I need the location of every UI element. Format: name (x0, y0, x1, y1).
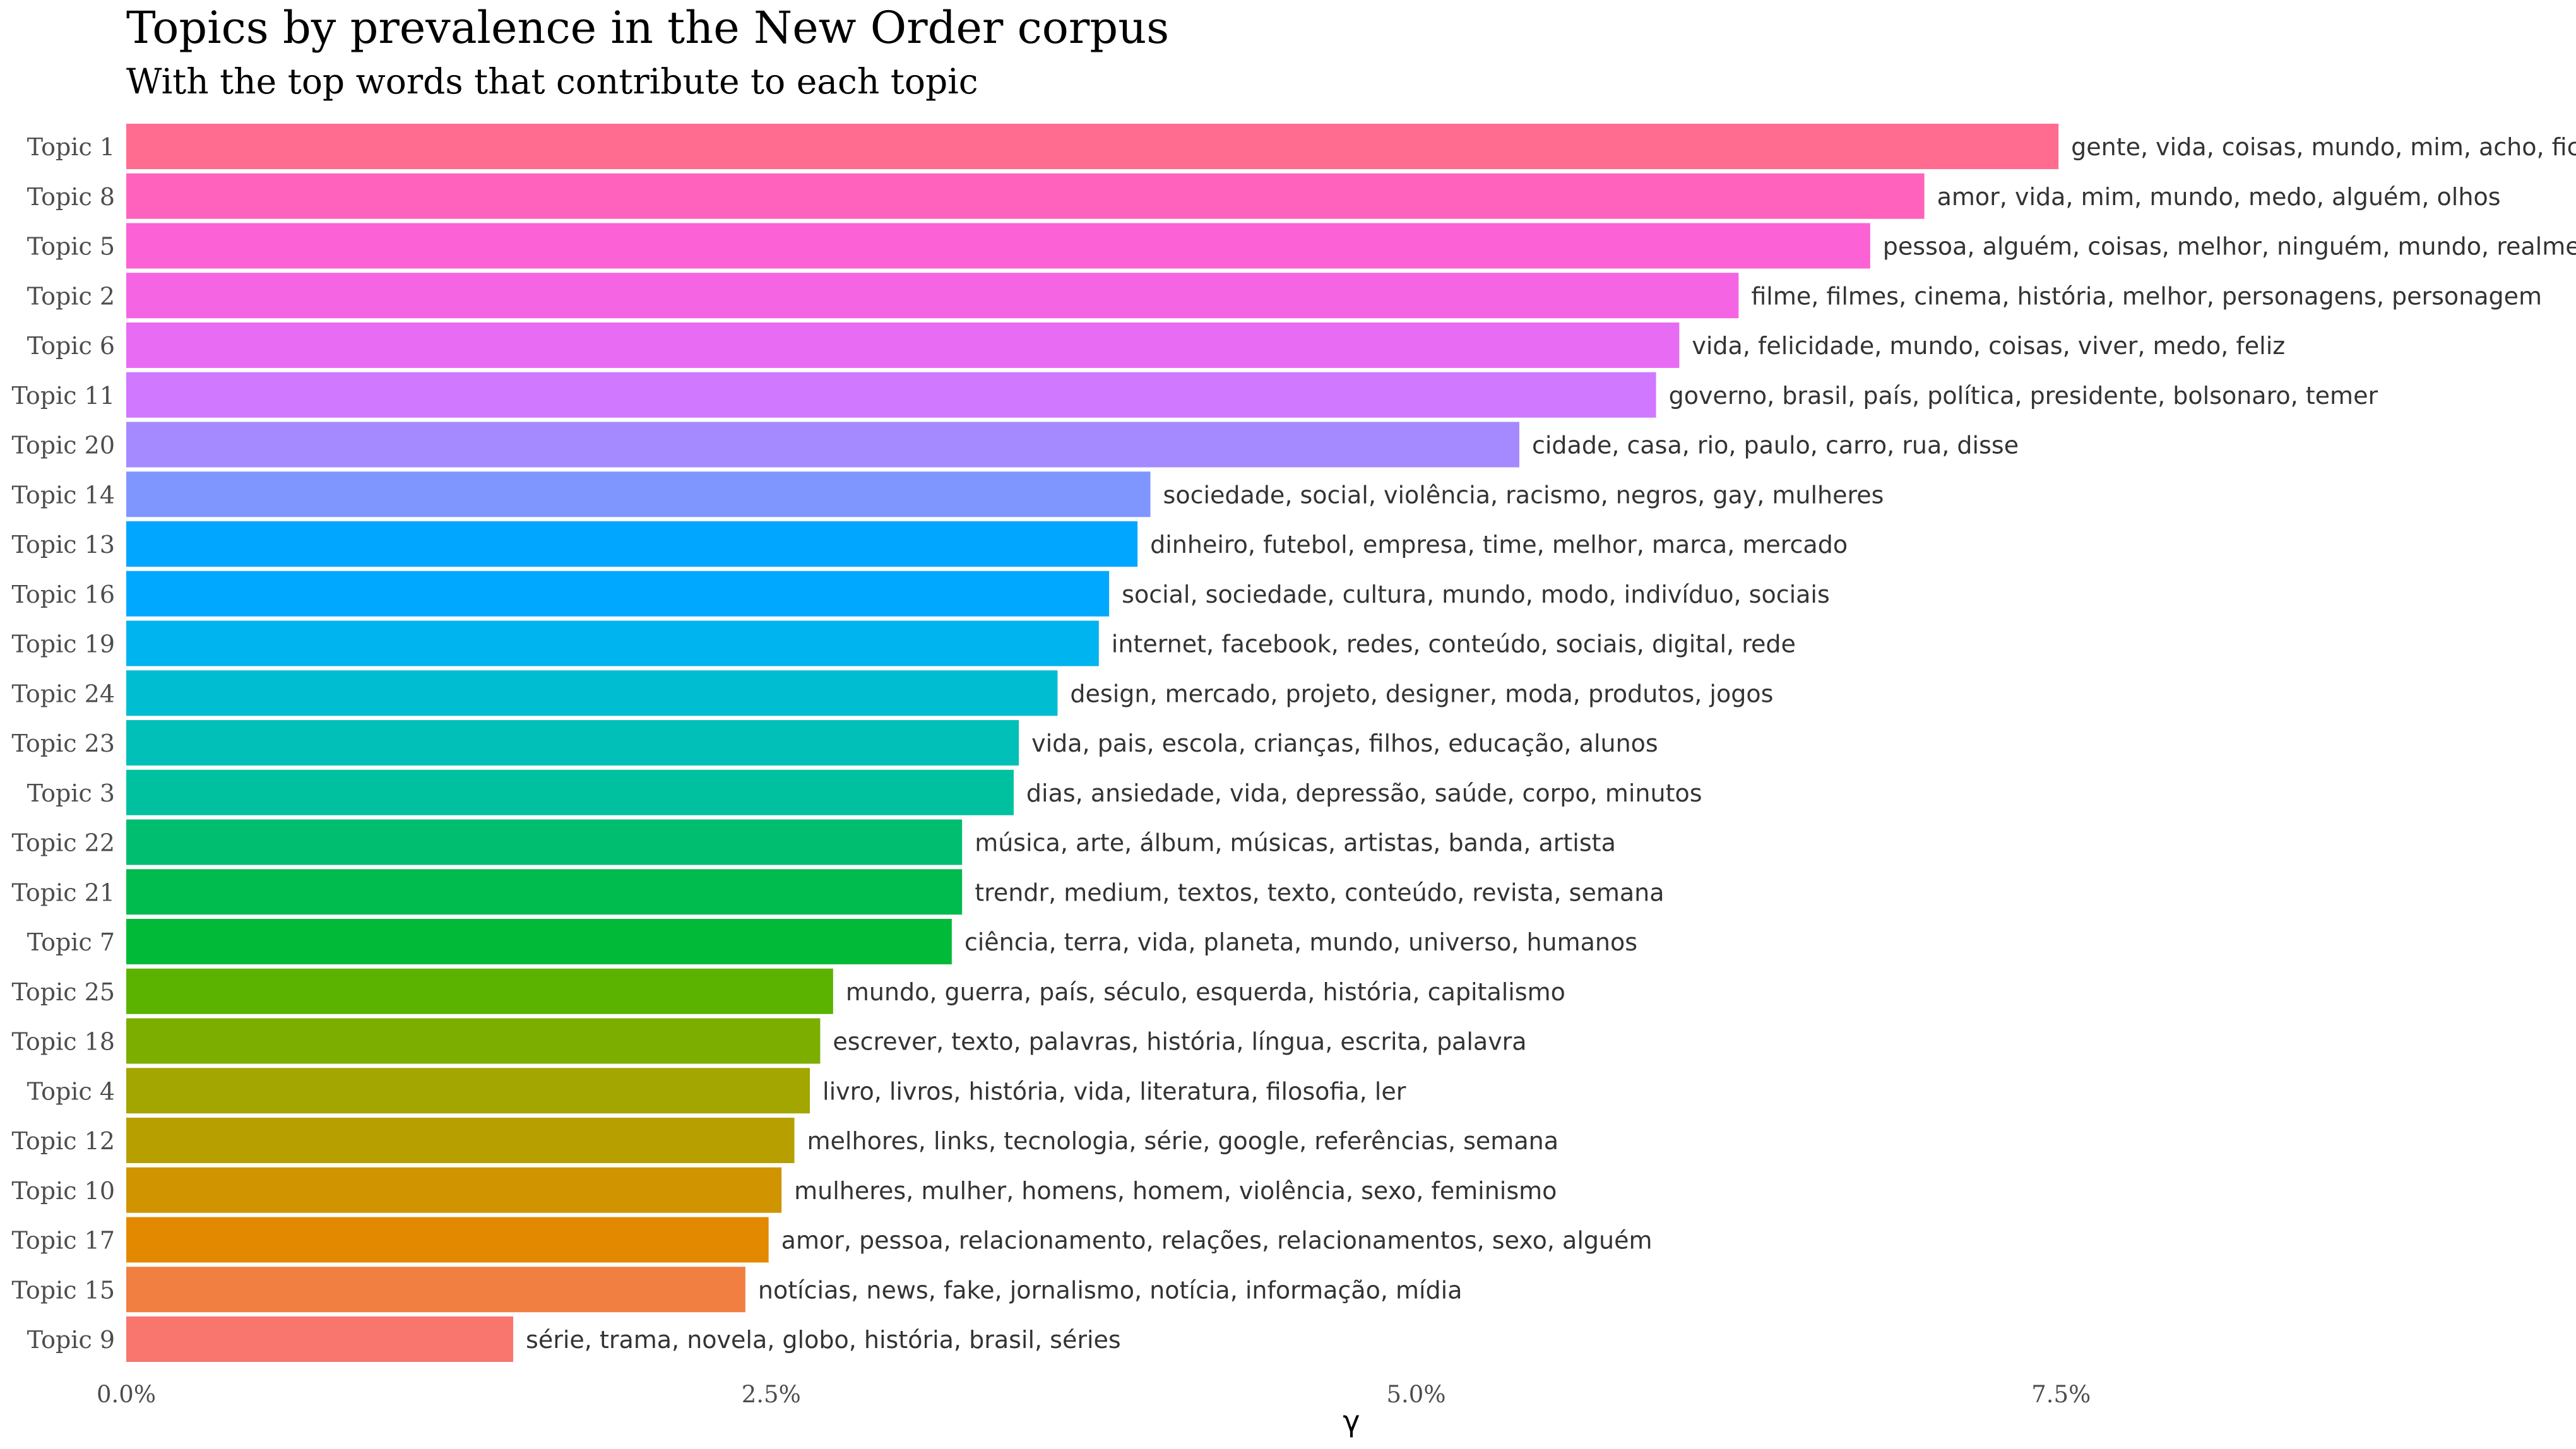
category-label: Topic 22 (12, 829, 115, 857)
word-labels: gente, vida, coisas, mundo, mim, acho, f… (526, 133, 2576, 1354)
bar-topic-4 (126, 1068, 810, 1114)
x-tick-label: 5.0% (1387, 1381, 1446, 1408)
topic-words-label: amor, vida, mim, mundo, medo, alguém, ol… (1937, 183, 2501, 211)
bar-topic-9 (126, 1316, 514, 1362)
category-label: Topic 5 (27, 233, 115, 261)
topic-words-label: filme, filmes, cinema, história, melhor,… (1751, 282, 2542, 310)
category-label: Topic 7 (27, 928, 115, 956)
category-label: Topic 25 (12, 978, 115, 1006)
category-label: Topic 20 (12, 432, 115, 459)
bar-topic-2 (126, 273, 1739, 319)
category-label: Topic 14 (12, 481, 115, 509)
category-labels: Topic 1 Topic 8 Topic 5 Topic 2 Topic 6 Topic… (12, 133, 115, 1354)
category-label: Topic 11 (12, 382, 115, 410)
bar-topic-17 (126, 1217, 769, 1263)
category-label: Topic 12 (12, 1127, 115, 1155)
topic-words-label: design, mercado, projeto, designer, moda… (1070, 680, 1773, 707)
x-axis-label: γ (1343, 1404, 1360, 1438)
topic-words-label: internet, facebook, redes, conteúdo, soc… (1112, 630, 1796, 658)
bar-topic-12 (126, 1118, 795, 1163)
topic-words-label: pessoa, alguém, coisas, melhor, ninguém,… (1883, 233, 2576, 261)
bar-topic-13 (126, 521, 1138, 567)
topic-words-label: gente, vida, coisas, mundo, mim, acho, f… (2071, 133, 2576, 161)
category-label: Topic 2 (27, 282, 115, 310)
bar-topic-3 (126, 769, 1014, 815)
topic-words-label: livro, livros, história, vida, literatur… (822, 1077, 1406, 1105)
topic-words-label: trendr, medium, textos, texto, conteúdo,… (975, 878, 1664, 906)
topic-words-label: ciência, terra, vida, planeta, mundo, un… (965, 928, 1637, 956)
category-label: Topic 16 (12, 581, 115, 608)
topic-words-label: música, arte, álbum, músicas, artistas, … (975, 829, 1616, 857)
topic-words-label: mulheres, mulher, homens, homem, violênc… (794, 1177, 1557, 1205)
bar-topic-16 (126, 571, 1110, 617)
bar-topic-7 (126, 919, 952, 964)
bars (126, 124, 2059, 1362)
bar-topic-15 (126, 1267, 745, 1313)
topic-words-label: série, trama, novela, globo, história, b… (526, 1326, 1121, 1354)
category-label: Topic 10 (12, 1177, 115, 1205)
topic-words-label: mundo, guerra, país, século, esquerda, h… (846, 978, 1565, 1006)
x-axis-ticks: 0.0% 2.5% 5.0% 7.5% (97, 1381, 2091, 1408)
topic-words-label: amor, pessoa, relacionamento, relações, … (781, 1227, 1653, 1255)
topic-words-label: notícias, news, fake, jornalismo, notíci… (758, 1276, 1463, 1304)
category-label: Topic 17 (12, 1227, 115, 1255)
bar-topic-5 (126, 223, 1870, 269)
bar-topic-18 (126, 1018, 821, 1064)
bar-topic-25 (126, 968, 833, 1014)
x-tick-label: 7.5% (2031, 1381, 2091, 1408)
category-label: Topic 8 (27, 183, 115, 211)
bar-topic-1 (126, 124, 2059, 169)
category-label: Topic 3 (27, 779, 115, 807)
topic-words-label: vida, pais, escola, crianças, filhos, ed… (1031, 730, 1658, 757)
topic-words-label: governo, brasil, país, política, preside… (1669, 382, 2378, 410)
topic-words-label: dinheiro, futebol, empresa, time, melhor… (1150, 531, 1848, 559)
category-label: Topic 23 (12, 730, 115, 757)
category-label: Topic 21 (12, 878, 115, 906)
bar-topic-8 (126, 173, 1925, 219)
category-label: Topic 19 (12, 630, 115, 658)
bar-topic-10 (126, 1167, 782, 1213)
bar-topic-19 (126, 620, 1099, 666)
bar-topic-22 (126, 819, 963, 865)
category-label: Topic 24 (12, 680, 115, 707)
chart-subtitle: With the top words that contribute to ea… (126, 61, 978, 102)
topic-words-label: cidade, casa, rio, paulo, carro, rua, di… (1532, 432, 2019, 459)
x-tick-label: 0.0% (97, 1381, 156, 1408)
bar-topic-21 (126, 869, 963, 915)
topic-words-label: dias, ansiedade, vida, depressão, saúde,… (1026, 779, 1702, 807)
bar-topic-20 (126, 422, 1519, 468)
category-label: Topic 1 (27, 133, 115, 161)
topic-words-label: sociedade, social, violência, racismo, n… (1163, 481, 1884, 509)
category-label: Topic 9 (27, 1326, 115, 1354)
category-label: Topic 4 (27, 1077, 115, 1105)
topic-words-label: vida, felicidade, mundo, coisas, viver, … (1692, 332, 2285, 360)
x-tick-label: 2.5% (742, 1381, 801, 1408)
category-label: Topic 6 (27, 332, 115, 360)
category-label: Topic 15 (12, 1276, 115, 1304)
topic-words-label: social, sociedade, cultura, mundo, modo,… (1122, 581, 1830, 608)
bar-topic-14 (126, 471, 1151, 518)
category-label: Topic 18 (12, 1028, 115, 1056)
topic-words-label: escrever, texto, palavras, história, lín… (833, 1028, 1526, 1056)
bar-topic-11 (126, 372, 1656, 418)
bar-topic-24 (126, 670, 1058, 716)
chart-title: Topics by prevalence in the New Order co… (126, 2, 1169, 54)
bar-topic-6 (126, 322, 1680, 368)
bar-topic-23 (126, 720, 1019, 766)
category-label: Topic 13 (12, 531, 115, 559)
topic-words-label: melhores, links, tecnologia, série, goog… (807, 1127, 1558, 1155)
